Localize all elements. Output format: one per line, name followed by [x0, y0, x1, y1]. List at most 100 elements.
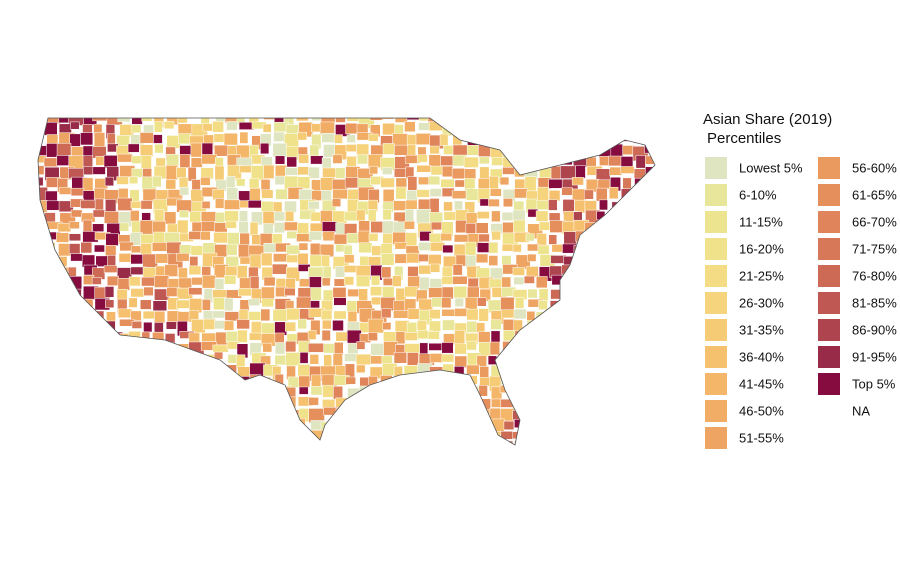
county	[563, 287, 575, 301]
county	[573, 439, 585, 445]
county	[620, 376, 636, 388]
county	[38, 165, 45, 175]
county	[644, 144, 655, 154]
county	[347, 418, 359, 432]
county	[548, 178, 563, 189]
county	[563, 396, 578, 407]
county	[238, 398, 251, 414]
county	[453, 286, 468, 299]
county	[549, 352, 563, 367]
county	[465, 375, 478, 385]
county	[238, 243, 250, 259]
county	[155, 365, 170, 379]
county	[45, 287, 56, 303]
county	[92, 223, 105, 232]
county	[620, 275, 637, 285]
county	[297, 131, 307, 141]
county	[392, 133, 409, 147]
county	[512, 352, 524, 363]
county	[381, 118, 394, 120]
county	[308, 166, 320, 179]
county	[262, 123, 272, 133]
county	[573, 276, 585, 288]
county	[488, 255, 499, 266]
legend-label: 26-30%	[739, 295, 784, 310]
county	[38, 276, 49, 286]
county	[511, 388, 521, 400]
county	[322, 231, 335, 242]
county	[140, 430, 151, 440]
county	[57, 355, 70, 367]
county	[382, 322, 392, 331]
county	[634, 243, 644, 259]
county	[548, 377, 562, 386]
county	[660, 257, 669, 266]
county	[561, 264, 576, 275]
county	[214, 222, 228, 233]
county	[347, 443, 364, 445]
county	[476, 322, 486, 333]
county	[165, 321, 177, 330]
county	[611, 201, 626, 216]
county	[153, 121, 163, 133]
county	[561, 309, 570, 319]
county	[572, 287, 583, 304]
county	[550, 330, 566, 340]
county	[441, 431, 457, 445]
county	[513, 375, 530, 391]
county	[645, 375, 655, 385]
county	[597, 331, 608, 347]
county	[163, 121, 175, 130]
county	[335, 266, 346, 278]
county	[646, 197, 655, 211]
county	[356, 432, 371, 442]
county	[189, 376, 206, 385]
county	[67, 331, 81, 345]
county	[215, 429, 230, 442]
county	[224, 440, 233, 445]
legend-title: Percentiles	[707, 130, 781, 147]
county	[478, 233, 490, 243]
county	[524, 429, 541, 445]
legend-title: Asian Share (2019)	[703, 111, 832, 128]
county	[599, 432, 613, 442]
county	[584, 255, 594, 265]
county	[357, 154, 368, 165]
county	[346, 134, 356, 143]
county	[429, 309, 441, 319]
county	[129, 439, 142, 445]
county	[536, 154, 552, 168]
county	[479, 366, 489, 379]
county	[260, 142, 270, 155]
county	[310, 287, 322, 301]
county	[538, 353, 554, 364]
county	[488, 278, 504, 288]
legend-swatch	[705, 265, 727, 287]
county	[490, 319, 502, 330]
county	[272, 418, 289, 432]
county	[70, 187, 85, 197]
county	[524, 419, 535, 432]
county	[45, 190, 58, 202]
county	[476, 242, 491, 253]
county	[152, 242, 168, 252]
county	[58, 387, 72, 400]
county	[179, 186, 190, 196]
county	[656, 410, 669, 419]
county	[58, 187, 72, 195]
county	[68, 221, 80, 230]
county	[69, 365, 87, 379]
legend-swatch	[705, 238, 727, 260]
county	[333, 233, 348, 245]
county	[203, 318, 216, 330]
county	[82, 177, 94, 193]
county	[370, 286, 383, 297]
county	[332, 431, 342, 441]
county	[166, 399, 181, 415]
county	[311, 190, 323, 201]
county	[179, 366, 194, 380]
county	[524, 407, 540, 420]
county	[586, 298, 595, 312]
county	[657, 198, 666, 208]
county	[572, 267, 589, 277]
